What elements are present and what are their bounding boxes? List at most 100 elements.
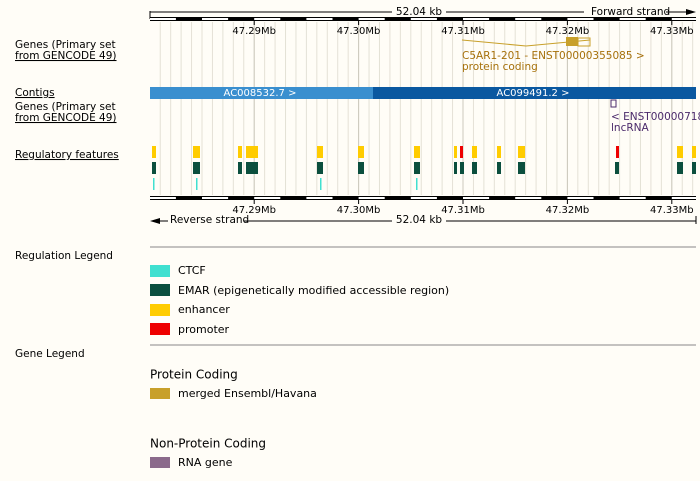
track-label: Contigs bbox=[15, 87, 55, 99]
legend-group: Protein Coding bbox=[150, 368, 238, 382]
gene-label[interactable]: C5AR1-201 - ENST00000355085 > bbox=[462, 50, 645, 62]
tick-label: 47.29Mb bbox=[232, 205, 276, 216]
scale-gap bbox=[619, 18, 646, 20]
emar bbox=[677, 162, 683, 174]
track-label: Genes (Primary set bbox=[15, 39, 116, 51]
track-label: Regulatory features bbox=[15, 149, 119, 161]
emar bbox=[454, 162, 457, 174]
regulatory-feature bbox=[472, 146, 477, 158]
scale-segments bbox=[150, 197, 696, 199]
legend-swatch bbox=[150, 304, 170, 316]
scale-gap bbox=[463, 18, 490, 20]
scale-gap bbox=[150, 18, 176, 20]
legend-title: Regulation Legend bbox=[15, 250, 113, 262]
emar bbox=[692, 162, 696, 174]
emar bbox=[317, 162, 323, 174]
scale-gap bbox=[410, 18, 437, 20]
emar bbox=[238, 162, 242, 174]
scale-gap bbox=[567, 197, 594, 199]
tick-label: 47.29Mb bbox=[232, 26, 276, 37]
ctcf bbox=[416, 178, 418, 190]
scale-gap bbox=[410, 197, 437, 199]
emar bbox=[518, 162, 525, 174]
scale-gap bbox=[567, 18, 594, 20]
scale-gap bbox=[619, 197, 646, 199]
legend-item: RNA gene bbox=[178, 456, 233, 469]
regulatory-feature bbox=[677, 146, 683, 158]
strand-arrow bbox=[686, 9, 696, 15]
regulatory-feature bbox=[152, 146, 156, 158]
contig-label: AC008532.7 > bbox=[224, 88, 297, 99]
scale-gap bbox=[306, 197, 333, 199]
scale-gap bbox=[202, 197, 229, 199]
scale-gap bbox=[515, 197, 542, 199]
regulatory-feature bbox=[616, 146, 619, 158]
tick-label: 47.31Mb bbox=[441, 205, 485, 216]
strand-label: Reverse strand bbox=[170, 214, 249, 226]
scale-gap bbox=[306, 18, 333, 20]
scale-gap bbox=[150, 197, 176, 199]
scale-gap bbox=[515, 18, 542, 20]
regulatory-feature bbox=[692, 146, 696, 158]
regulatory-feature bbox=[414, 146, 420, 158]
regulatory-feature bbox=[238, 146, 242, 158]
legend-swatch bbox=[150, 265, 170, 277]
legend-item: CTCF bbox=[178, 264, 206, 277]
legend-item: merged Ensembl/Havana bbox=[178, 387, 317, 400]
ctcf bbox=[153, 178, 155, 190]
gene-biotype: lncRNA bbox=[611, 122, 649, 134]
emar bbox=[246, 162, 258, 174]
regulatory-feature bbox=[497, 146, 501, 158]
track-label: Genes (Primary set bbox=[15, 101, 116, 113]
utr bbox=[577, 37, 591, 47]
regulatory-features bbox=[152, 146, 696, 190]
tick-label: 47.33Mb bbox=[650, 26, 694, 37]
legend-item: enhancer bbox=[178, 303, 230, 316]
contig[interactable] bbox=[373, 87, 696, 99]
legend-swatch bbox=[150, 388, 170, 399]
legend-item: EMAR (epigenetically modified accessible… bbox=[178, 284, 449, 297]
scale-gap bbox=[202, 18, 229, 20]
legend-group: Non-Protein Coding bbox=[150, 437, 266, 451]
emar bbox=[193, 162, 200, 174]
regulatory-feature bbox=[518, 146, 525, 158]
emar bbox=[460, 162, 464, 174]
legend-swatch bbox=[150, 457, 170, 468]
emar bbox=[414, 162, 420, 174]
gene-label[interactable]: < ENST00000718 bbox=[611, 111, 700, 123]
tick-label: 47.30Mb bbox=[337, 205, 381, 216]
emar bbox=[497, 162, 501, 174]
regulatory-feature bbox=[246, 146, 258, 158]
scale-segments bbox=[150, 18, 696, 20]
emar bbox=[472, 162, 477, 174]
emar bbox=[152, 162, 156, 174]
tick-label: 47.30Mb bbox=[337, 26, 381, 37]
regulatory-feature bbox=[317, 146, 323, 158]
ctcf bbox=[320, 178, 322, 190]
ctcf bbox=[196, 178, 198, 190]
scale-gap bbox=[671, 18, 696, 20]
legend-swatch bbox=[150, 323, 170, 335]
scale-gap bbox=[358, 18, 385, 20]
emar bbox=[615, 162, 619, 174]
exon bbox=[566, 37, 578, 46]
regulatory-feature bbox=[454, 146, 457, 158]
scale-gap bbox=[358, 197, 385, 199]
tick-label: 47.32Mb bbox=[546, 26, 590, 37]
scale-gap bbox=[671, 197, 696, 199]
track-label: from GENCODE 49) bbox=[15, 112, 117, 124]
grid bbox=[159, 22, 694, 195]
track-label: from GENCODE 49) bbox=[15, 50, 117, 62]
tick-label: 47.32Mb bbox=[546, 205, 590, 216]
legend-item: promoter bbox=[178, 323, 230, 336]
legend-title: Gene Legend bbox=[15, 348, 85, 360]
regulatory-feature bbox=[358, 146, 364, 158]
contig[interactable] bbox=[150, 87, 373, 99]
regulatory-feature bbox=[460, 146, 463, 158]
ruler-length: 52.04 kb bbox=[396, 6, 442, 18]
emar bbox=[358, 162, 364, 174]
exon bbox=[610, 99, 617, 108]
